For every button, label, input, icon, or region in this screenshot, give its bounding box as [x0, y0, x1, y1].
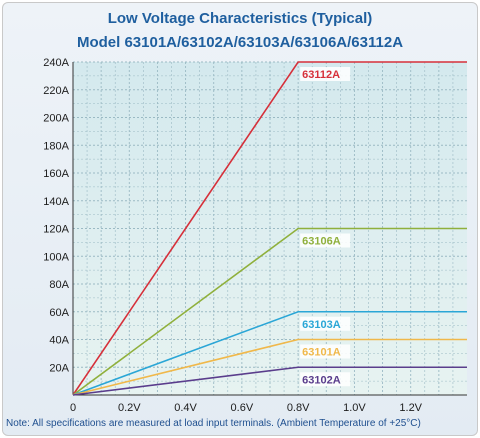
y-tick-label: 140A [43, 196, 69, 208]
y-tick-label: 160A [43, 168, 69, 180]
series-line-63103A [72, 310, 467, 396]
y-tick-label: 220A [43, 85, 69, 97]
series-label-63101A: 63101A [302, 347, 341, 359]
x-tick-label: 0 [70, 402, 76, 414]
series-label-bg [300, 372, 351, 387]
x-tick-label: 1.0V [343, 402, 366, 414]
series-label-bg [300, 67, 351, 81]
chart-title: Low Voltage Characteristics (Typical) [107, 10, 373, 27]
series-label-63112A: 63112A [302, 69, 340, 81]
y-tick-label: 240A [43, 57, 69, 69]
series-label-bg [300, 344, 351, 359]
y-tick-label: 60A [49, 307, 69, 319]
series-label-63103A: 63103A [302, 319, 341, 331]
y-tick-label: 20A [49, 362, 69, 374]
y-tick-label: 80A [49, 279, 69, 291]
y-tick-label: 40A [49, 335, 69, 347]
x-tick-label: 0.2V [118, 402, 141, 414]
x-tick-label: 0.8V [287, 402, 310, 414]
footnote: Note: All specifications are measured at… [6, 418, 421, 429]
y-tick-label: 100A [43, 251, 69, 263]
series-line-63102A [72, 366, 467, 396]
y-tick-label: 180A [43, 140, 69, 152]
x-tick-label: 0.6V [231, 402, 254, 414]
series-label-bg [300, 233, 351, 248]
series-label-bg [300, 316, 351, 331]
y-tick-label: 200A [43, 113, 69, 125]
series-label-63106A: 63106A [302, 236, 341, 248]
x-tick-label: 0.4V [174, 402, 197, 414]
series-line-63112A [72, 61, 467, 396]
chart-subtitle: Model 63101A/63102A/63103A/63106A/63112A [76, 34, 404, 51]
series-line-63101A [72, 338, 467, 396]
series-label-63102A: 63102A [302, 374, 341, 386]
series-line-63106A [72, 227, 467, 396]
x-tick-label: 1.2V [399, 402, 422, 414]
y-tick-label: 120A [43, 224, 69, 236]
